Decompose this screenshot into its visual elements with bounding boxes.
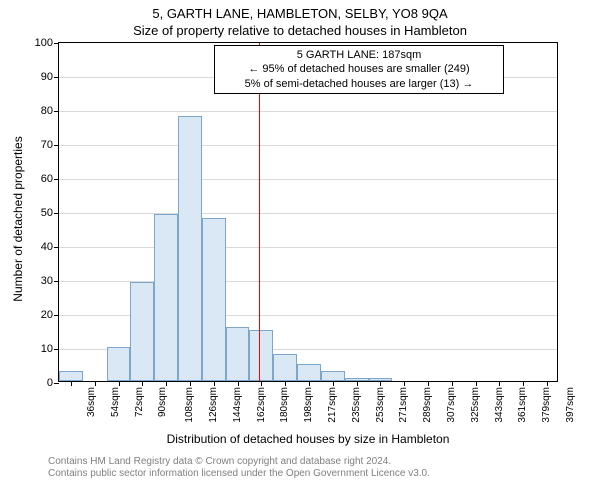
y-tick <box>54 43 59 44</box>
grid-line <box>59 111 557 112</box>
histogram-bar <box>249 330 273 381</box>
annotation-line3: 5% of semi-detached houses are larger (1… <box>219 77 499 91</box>
y-tick-label: 70 <box>41 139 53 151</box>
y-tick <box>54 77 59 78</box>
x-tick <box>119 381 120 386</box>
caption: Contains HM Land Registry data © Crown c… <box>48 456 430 480</box>
y-tick <box>54 315 59 316</box>
x-tick <box>238 381 239 386</box>
x-tick <box>404 381 405 386</box>
x-tick-label: 235sqm <box>351 387 362 423</box>
x-tick <box>190 381 191 386</box>
y-tick <box>54 281 59 282</box>
x-tick <box>428 381 429 386</box>
x-tick <box>380 381 381 386</box>
x-tick <box>476 381 477 386</box>
caption-line1: Contains HM Land Registry data © Crown c… <box>48 456 430 468</box>
histogram-bar <box>321 371 345 381</box>
y-tick <box>54 247 59 248</box>
x-tick <box>166 381 167 386</box>
x-tick <box>547 381 548 386</box>
x-tick-label: 289sqm <box>422 387 433 423</box>
x-tick <box>499 381 500 386</box>
y-tick-label: 40 <box>41 241 53 253</box>
page-title: 5, GARTH LANE, HAMBLETON, SELBY, YO8 9QA <box>0 6 600 21</box>
x-tick <box>333 381 334 386</box>
x-tick <box>285 381 286 386</box>
y-tick-label: 60 <box>41 173 53 185</box>
x-tick <box>309 381 310 386</box>
x-tick <box>452 381 453 386</box>
y-tick-label: 50 <box>41 207 53 219</box>
y-tick-label: 100 <box>35 37 53 49</box>
x-tick-label: 253sqm <box>374 387 385 423</box>
histogram-bar <box>107 347 131 381</box>
x-tick-label: 198sqm <box>303 387 314 423</box>
grid-line <box>59 145 557 146</box>
x-tick-label: 162sqm <box>255 387 266 423</box>
x-tick <box>261 381 262 386</box>
x-tick-label: 325sqm <box>470 387 481 423</box>
x-tick <box>142 381 143 386</box>
x-axis-label: Distribution of detached houses by size … <box>58 432 558 446</box>
x-tick-label: 343sqm <box>493 387 504 423</box>
x-tick-label: 144sqm <box>232 387 243 423</box>
histogram-bar <box>154 214 178 381</box>
x-tick-label: 126sqm <box>208 387 219 423</box>
annotation-box: 5 GARTH LANE: 187sqm ← 95% of detached h… <box>214 45 504 94</box>
histogram-bar <box>59 371 83 381</box>
grid-line <box>59 213 557 214</box>
y-tick <box>54 213 59 214</box>
x-tick <box>214 381 215 386</box>
y-tick <box>54 179 59 180</box>
y-tick <box>54 383 59 384</box>
y-tick-label: 20 <box>41 309 53 321</box>
y-tick <box>54 145 59 146</box>
y-axis-label: Number of detached properties <box>11 129 25 309</box>
x-tick-label: 271sqm <box>398 387 409 423</box>
y-tick-label: 80 <box>41 105 53 117</box>
y-tick-label: 10 <box>41 343 53 355</box>
x-tick-label: 72sqm <box>134 387 145 417</box>
y-tick-label: 0 <box>47 377 53 389</box>
x-tick <box>357 381 358 386</box>
x-tick-label: 217sqm <box>327 387 338 423</box>
histogram-bar <box>130 282 154 381</box>
histogram-bar <box>202 218 226 381</box>
y-tick-label: 90 <box>41 71 53 83</box>
chart-container: 5, GARTH LANE, HAMBLETON, SELBY, YO8 9QA… <box>0 0 600 500</box>
page-subtitle: Size of property relative to detached ho… <box>0 23 600 38</box>
plot-area: 5 GARTH LANE: 187sqm ← 95% of detached h… <box>58 42 558 382</box>
x-tick-label: 36sqm <box>86 387 97 417</box>
x-tick-label: 361sqm <box>517 387 528 423</box>
grid-line <box>59 179 557 180</box>
x-tick-label: 397sqm <box>565 387 576 423</box>
annotation-line1: 5 GARTH LANE: 187sqm <box>219 48 499 62</box>
y-tick-label: 30 <box>41 275 53 287</box>
x-tick-label: 108sqm <box>184 387 195 423</box>
x-tick <box>71 381 72 386</box>
title-block: 5, GARTH LANE, HAMBLETON, SELBY, YO8 9QA… <box>0 6 600 38</box>
y-tick <box>54 349 59 350</box>
x-tick-label: 180sqm <box>279 387 290 423</box>
histogram-bar <box>226 327 250 381</box>
histogram-bar <box>297 364 321 381</box>
x-tick-label: 90sqm <box>157 387 168 417</box>
histogram-bar <box>178 116 202 381</box>
x-tick-label: 54sqm <box>110 387 121 417</box>
x-tick-label: 307sqm <box>446 387 457 423</box>
x-tick <box>523 381 524 386</box>
caption-line2: Contains public sector information licen… <box>48 468 430 480</box>
annotation-line2: ← 95% of detached houses are smaller (24… <box>219 62 499 76</box>
x-tick <box>95 381 96 386</box>
x-tick-label: 379sqm <box>541 387 552 423</box>
y-tick <box>54 111 59 112</box>
histogram-bar <box>273 354 297 381</box>
grid-line <box>59 247 557 248</box>
